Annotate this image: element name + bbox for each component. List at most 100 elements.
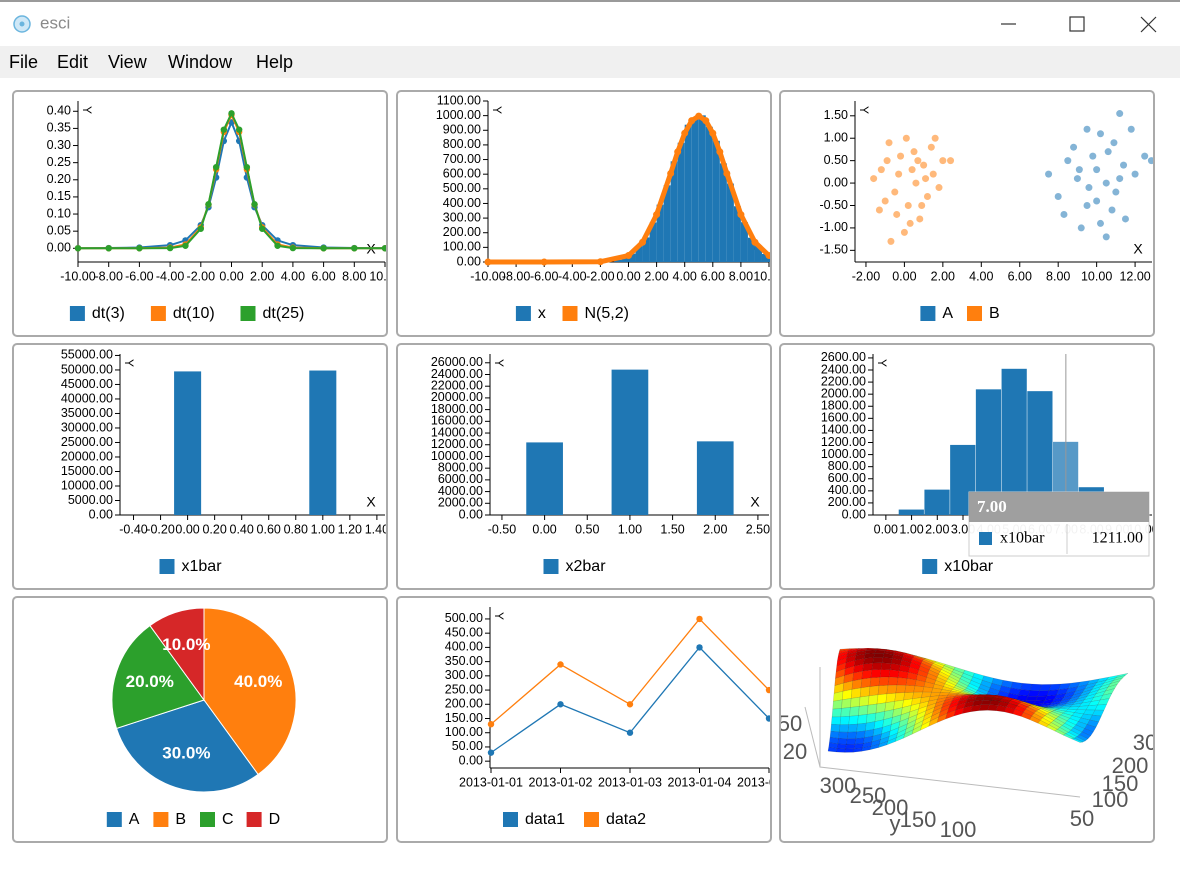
surface-cell [922,686,934,693]
scatter-point [895,170,903,178]
y-tick-label: 12000.00 [431,437,483,451]
y-tick-label: 800.00 [828,459,866,473]
surface-cell [841,698,852,709]
data-point [751,238,759,246]
y-tick-label: 50000.00 [61,362,113,376]
y-tick-label: 1400.00 [821,423,866,437]
menu-item[interactable]: Window [168,52,233,72]
surface-axis-label: 300 [820,773,857,798]
x-tick-label: 1.00 [311,522,335,536]
surface-cell [1070,737,1084,743]
histogram-bar [754,246,762,262]
histogram-bar [705,126,713,262]
x-tick-label: 2013-01-02 [529,775,593,789]
scatter-point [1075,166,1083,174]
scatter-point [939,157,947,165]
y-axis-label: Y [857,106,871,114]
histogram-bar [663,185,671,262]
y-tick-label: 0.25 [47,155,71,169]
histogram-bar [761,253,769,262]
menu-item[interactable]: File [9,52,38,72]
surface-cell [876,693,888,705]
close-button[interactable] [1140,16,1157,33]
legend-label: x [538,305,546,322]
histogram-bar [628,253,636,262]
data-point [681,129,689,137]
chart-panel: 0.00200.00400.00600.00800.001000.001200.… [779,343,1155,590]
surface-cell [844,748,855,753]
tooltip-title: 7.00 [977,497,1007,516]
x-tick-label: 0.00 [892,269,916,283]
x-tick-label: 2013-01-01 [459,775,523,789]
x-tick-label: -10.00 [60,269,95,283]
title-bar: esci [13,13,1157,33]
x-tick-label: 0.00 [219,269,243,283]
pie-label: 20.0% [126,672,174,691]
maximize-button[interactable] [1069,16,1085,32]
chart-panel: 0.002000.004000.006000.008000.0010000.00… [396,343,772,590]
surface-cell [868,685,880,697]
tooltip-swatch [979,532,992,545]
scatter-point [1116,175,1124,183]
menu-item[interactable]: Help [256,52,293,72]
data-point [737,211,745,219]
y-tick-label: 350.00 [445,654,483,668]
data-point [487,749,495,756]
legend-swatch [69,306,85,321]
x-tick-label: 0.60 [257,522,281,536]
scatter-point [885,139,893,147]
menu-item[interactable]: View [108,52,148,72]
data-point [696,644,703,651]
x-axis-label: X [1133,241,1143,257]
surface-axis-label: 200 [1112,753,1149,778]
y-tick-label: 40000.00 [61,391,113,405]
histogram-bar [614,259,622,262]
y-tick-label: 5000.00 [68,493,113,507]
histogram-bar [698,115,706,263]
data-point [351,245,358,252]
data-point [765,686,770,694]
surface-axis-label: 250 [850,783,887,808]
y-tick-label: 4000.00 [438,484,483,498]
y-tick-label: 1.50 [824,108,848,122]
y-tick-label: 200.00 [445,697,483,711]
surface-cell [855,730,866,739]
scatter-point [1064,157,1072,165]
surface-cell [859,686,871,698]
x-tick-label: 8.00 [1046,269,1070,283]
y-tick-label: 0.00 [842,507,866,521]
surface-cell [861,669,873,680]
legend-label: data1 [525,811,565,828]
x-tick-label: -2.00 [187,269,216,283]
y-tick-label: 100.00 [443,240,481,254]
surface-axis-label: 150 [900,807,937,832]
menu-item[interactable]: Edit [57,52,88,72]
surface-cell [887,676,899,686]
scatter-point [1070,143,1078,151]
y-tick-label: 0.10 [47,206,71,220]
scatter-point [920,161,928,169]
surface-axis-label: 50 [778,711,802,736]
x-tick-label: 2013-01-03 [598,775,662,789]
scatter-point [1147,157,1153,165]
legend-swatch [543,559,559,574]
histogram-bar [733,206,741,262]
data-point [695,112,703,120]
y-tick-label: 10000.00 [431,449,483,463]
scatter-point [931,134,939,142]
y-tick-label: 400.00 [828,483,866,497]
histogram-bar [656,204,664,262]
scatter-point [923,193,931,201]
surface-cell [850,687,862,699]
legend-swatch [150,306,166,321]
x-tick-label: 6.00 [311,269,335,283]
data-point [723,169,731,177]
y-tick-label: 700.00 [443,152,481,166]
surface-cell [840,707,851,718]
y-tick-label: 450.00 [445,625,483,639]
y-tick-label: 0.00 [459,507,483,521]
pie-label: 10.0% [162,635,210,654]
legend-swatch [584,812,599,827]
y-tick-label: 0.00 [47,241,71,255]
pie-slice [111,624,205,730]
